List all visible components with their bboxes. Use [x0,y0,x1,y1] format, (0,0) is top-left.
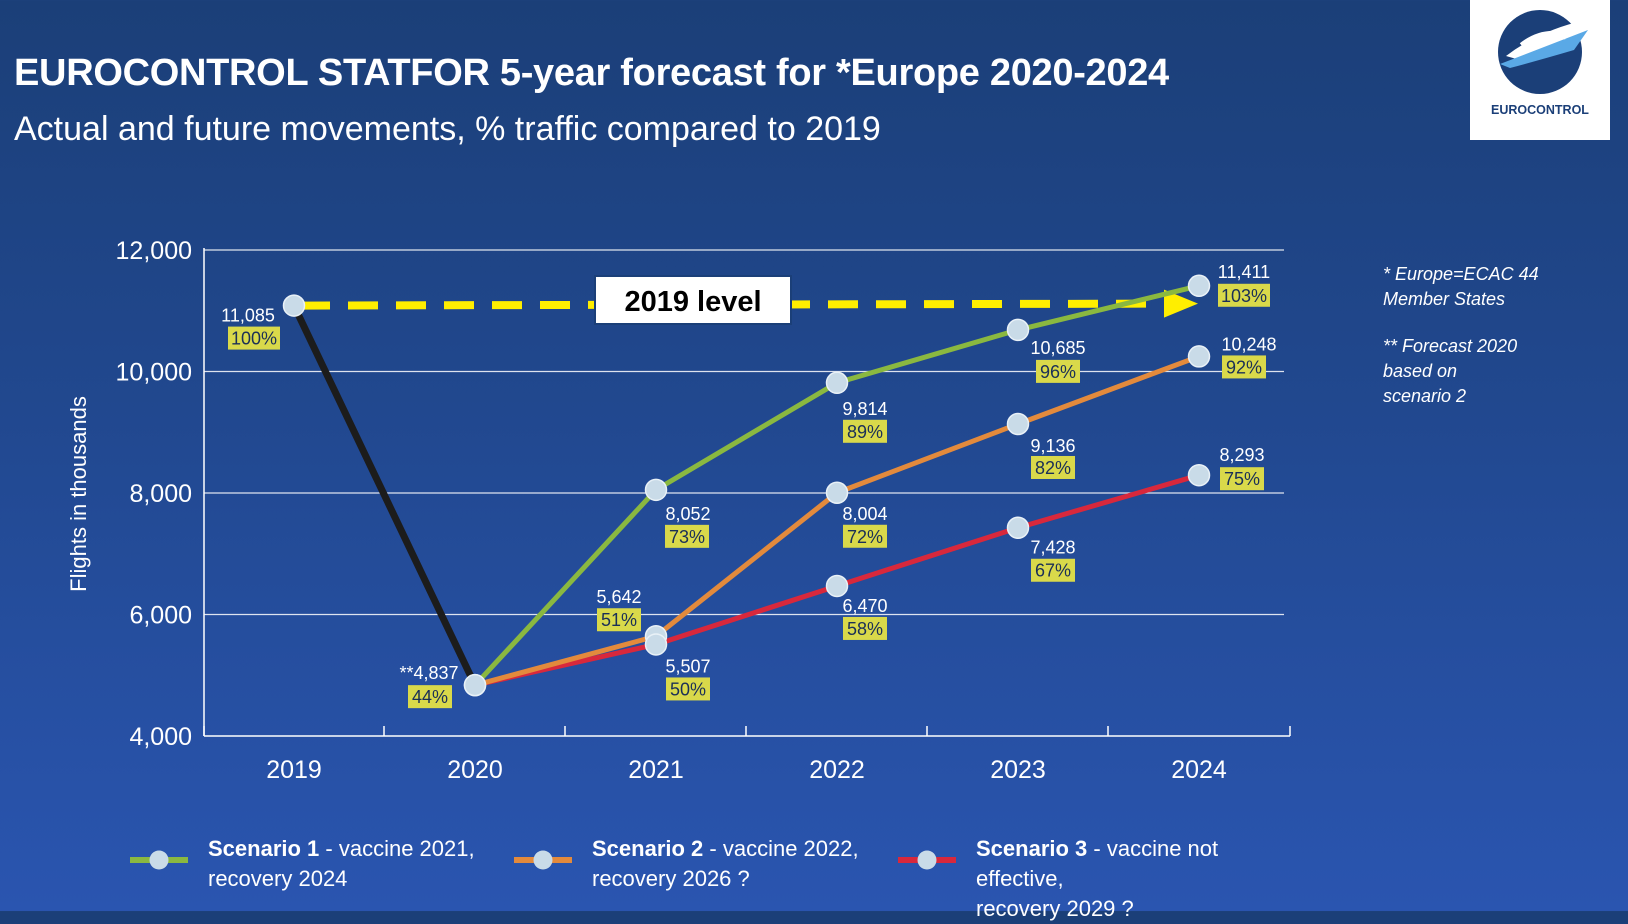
data-value-label: 10,248 [1221,334,1276,354]
percent-label-box [843,524,887,548]
reference-arrowhead [1164,289,1198,318]
data-point-marker [644,478,668,502]
percent-label: 44% [412,687,448,707]
x-tick-label: 2019 [266,756,322,784]
data-value-label: 8,004 [842,504,887,524]
legend-desc-scenario2: - vaccine 2022, [709,836,859,861]
data-value-label: 7,428 [1030,538,1075,558]
y-axis-label: Flights in thousands [66,396,91,592]
percent-label: 51% [601,610,637,630]
data-point-marker [825,371,849,395]
x-tick-label: 2021 [628,756,684,784]
data-value-label: 9,136 [1030,436,1075,456]
percent-label: 103% [1221,286,1267,306]
legend-desc2-scenario2: recovery 2026 ? [592,866,750,891]
legend-label-scenario1: Scenario 1 - vaccine 2021, recovery 2024 [208,834,538,894]
footnote-europe: * Europe=ECAC 44 Member States [1383,264,1539,309]
data-value-label: 11,085 [221,306,275,326]
percent-label-box [1218,283,1270,307]
data-value-label: 5,507 [665,656,710,676]
percent-label-box [1222,355,1266,379]
legend-desc-scenario1: - vaccine 2021, [325,836,475,861]
legend-desc2-scenario3: recovery 2029 ? [976,896,1134,921]
data-point-marker [1187,345,1211,368]
data-point-marker [1006,516,1030,539]
percent-label-box [597,608,641,632]
legend-swatch-scenario2 [514,850,572,870]
chart-subtitle: Actual and future movements, % traffic c… [14,110,881,148]
data-value-label: 8,052 [665,504,710,524]
footnotes: * Europe=ECAC 44 Member States ** Foreca… [1383,262,1613,431]
data-point-marker [825,574,849,598]
chart-title: EUROCONTROL STATFOR 5-year forecast for … [14,52,1169,94]
percent-label: 50% [670,679,706,699]
y-tick-label: 10,000 [116,359,192,387]
data-point-marker [1006,318,1030,342]
legend-swatch-scenario3 [898,850,956,870]
percent-label-box [1036,359,1080,383]
legend: Scenario 1 - vaccine 2021, recovery 2024… [0,834,1628,921]
data-value-label: 9,814 [842,399,887,419]
legend-name-scenario1: Scenario 1 [208,836,320,861]
percent-label: 89% [847,422,883,442]
data-point-marker [1006,412,1030,436]
legend-name-scenario3: Scenario 3 [976,836,1088,861]
eurocontrol-logo-icon [1498,10,1588,94]
percent-label-box [228,326,280,350]
percent-label: 75% [1224,469,1260,489]
percent-label-box [843,616,887,640]
data-point-marker [1187,463,1211,487]
data-point-marker [825,481,849,505]
y-tick-label: 6,000 [129,602,192,630]
percent-label: 58% [847,619,883,639]
legend-name-scenario2: Scenario 2 [592,836,704,861]
legend-swatch-scenario1 [130,850,188,870]
percent-label: 96% [1040,362,1076,382]
percent-label: 82% [1035,458,1071,478]
data-point-marker [644,633,668,656]
series-line-scenario2 [472,353,1202,688]
legend-desc-scenario3: - vaccine not effective, [976,836,1219,891]
data-value-label: 5,642 [596,587,641,607]
data-value-label: 11,411 [1218,262,1270,282]
reference-label-box [594,275,792,325]
data-point-marker [1187,274,1211,298]
logo-text: EUROCONTROL [1491,103,1589,117]
series-line-actual [290,302,479,689]
percent-label-box [666,677,710,701]
legend-swatch-marker [533,850,553,870]
percent-label: 72% [847,527,883,547]
y-tick-label: 8,000 [129,480,192,508]
data-point-marker [463,673,487,697]
legend-label-scenario2: Scenario 2 - vaccine 2022, recovery 2026… [592,834,922,894]
x-tick-label: 2024 [1171,756,1227,784]
percent-label: 73% [669,527,705,547]
data-point-marker [282,294,306,317]
percent-label-box [843,419,887,443]
data-value-label: **4,837 [399,663,458,683]
y-tick-label: 12,000 [116,237,192,265]
legend-desc2-scenario1: recovery 2024 [208,866,348,891]
percent-label: 100% [231,329,277,349]
percent-label-box [1220,467,1264,491]
x-tick-label: 2023 [990,756,1046,784]
percent-label-box [1031,455,1075,479]
data-value-label: 10,685 [1030,338,1085,358]
y-tick-label: 4,000 [129,723,192,751]
percent-label-box [408,685,452,709]
eurocontrol-logo: EUROCONTROL [1470,0,1610,140]
percent-label: 92% [1226,357,1262,377]
data-value-label: 8,293 [1219,445,1264,465]
x-tick-label: 2020 [447,756,503,784]
data-value-label: 6,470 [842,596,887,616]
x-tick-label: 2022 [809,756,865,784]
percent-label-box [1031,558,1075,582]
legend-swatch-marker [149,850,169,870]
percent-label-box [665,524,709,548]
percent-label: 67% [1035,561,1071,581]
reference-label: 2019 level [624,286,761,318]
legend-swatch-marker [917,850,937,870]
footnote-forecast-2020: ** Forecast 2020 based on scenario 2 [1383,336,1518,406]
